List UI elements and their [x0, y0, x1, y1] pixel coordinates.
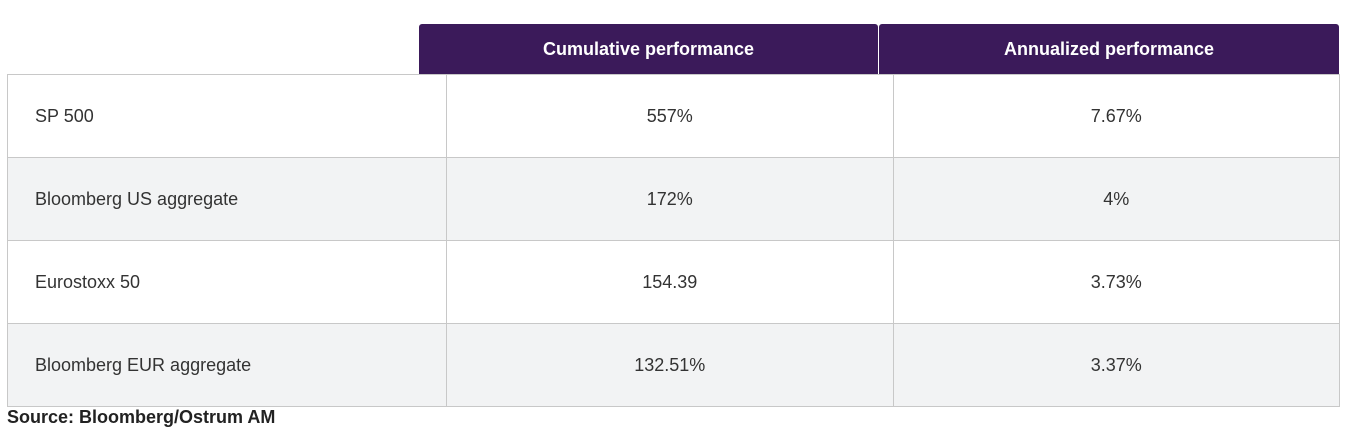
- cumulative-value: 557%: [446, 74, 894, 158]
- annualized-value: 7.67%: [892, 74, 1340, 158]
- performance-table: Cumulative performance Annualized perfor…: [7, 24, 1340, 407]
- table-row: Bloomberg US aggregate 172% 4%: [7, 157, 1340, 241]
- cumulative-value: 154.39: [446, 240, 894, 324]
- performance-table-body: SP 500 557% 7.67% Bloomberg US aggregate…: [7, 74, 1340, 407]
- annualized-value: 3.73%: [892, 240, 1340, 324]
- row-label: Bloomberg US aggregate: [7, 157, 447, 241]
- annualized-value: 4%: [892, 157, 1340, 241]
- table-row: Eurostoxx 50 154.39 3.73%: [7, 240, 1340, 324]
- header-cumulative-performance: Cumulative performance: [419, 24, 878, 74]
- annualized-value: 3.37%: [892, 323, 1340, 407]
- cumulative-value: 172%: [446, 157, 894, 241]
- source-note: Source: Bloomberg/Ostrum AM: [7, 407, 276, 427]
- row-label: Eurostoxx 50: [7, 240, 447, 324]
- row-label: SP 500: [7, 74, 447, 158]
- row-label: Bloomberg EUR aggregate: [7, 323, 447, 407]
- table-header-row: Cumulative performance Annualized perfor…: [7, 24, 1340, 74]
- table-row: SP 500 557% 7.67%: [7, 74, 1340, 158]
- table-row: Bloomberg EUR aggregate 132.51% 3.37%: [7, 323, 1340, 407]
- cumulative-value: 132.51%: [446, 323, 894, 407]
- header-annualized-performance: Annualized performance: [879, 24, 1339, 74]
